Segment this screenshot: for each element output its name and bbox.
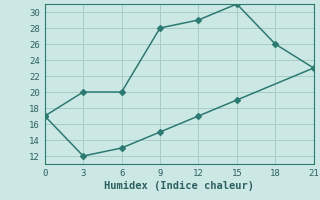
X-axis label: Humidex (Indice chaleur): Humidex (Indice chaleur) — [104, 181, 254, 191]
